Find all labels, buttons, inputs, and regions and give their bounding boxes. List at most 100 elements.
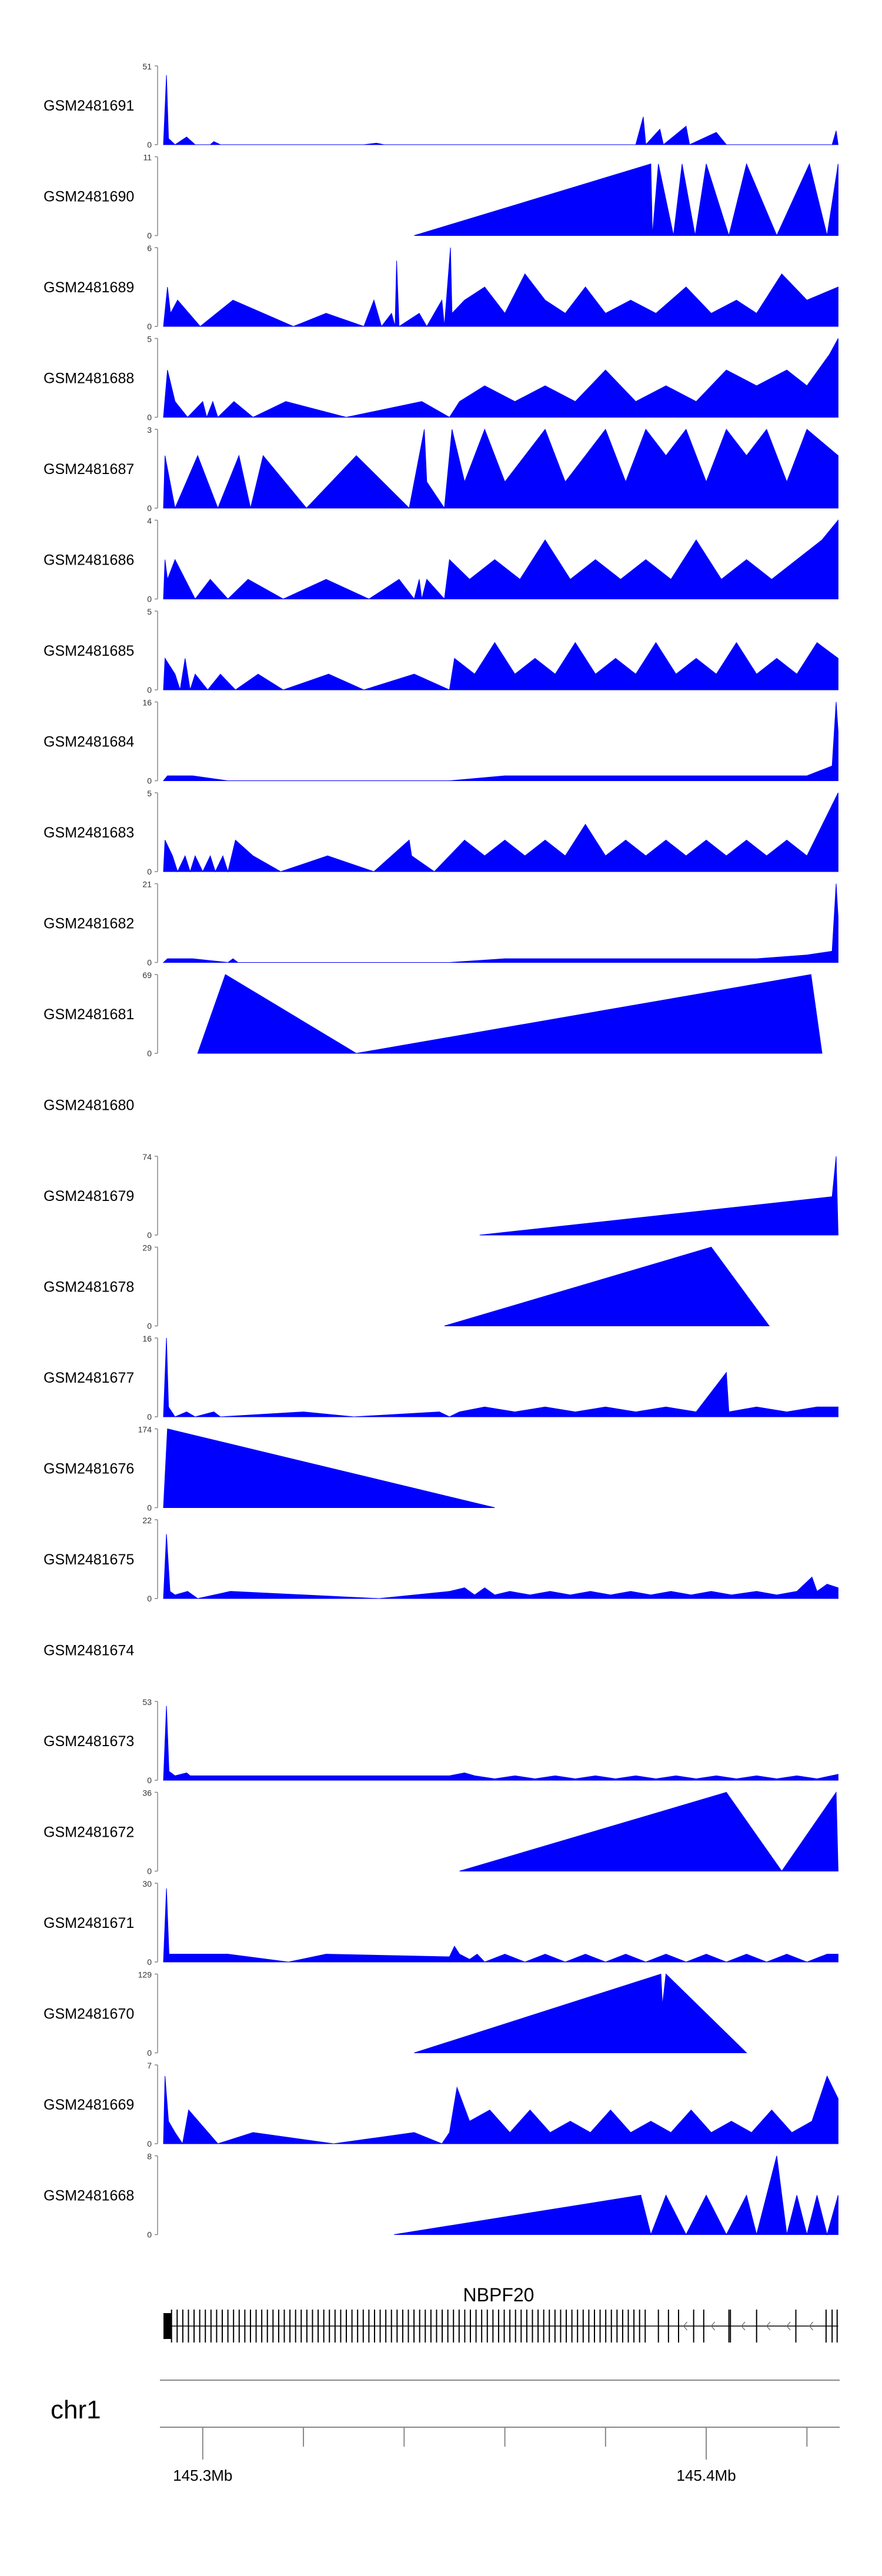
y-max-label: 36 — [142, 1788, 152, 1798]
strand-arrow — [710, 2321, 716, 2331]
track-label: GSM2481670 — [44, 2006, 134, 2023]
track: GSM2481687 3 0 — [44, 425, 838, 513]
coverage-area — [414, 163, 838, 237]
y-max-label: 53 — [142, 1697, 152, 1707]
track-label: GSM2481672 — [44, 1824, 134, 1841]
track: GSM2481690 11 0 — [44, 153, 838, 241]
coverage-area — [459, 1791, 838, 1872]
gene-utr — [163, 2313, 171, 2339]
coverage-area — [163, 2075, 838, 2145]
y-max-label: 5 — [147, 789, 152, 798]
track-label: GSM2481675 — [44, 1551, 134, 1568]
track: GSM2481671 30 0 — [44, 1879, 838, 1967]
coverage-area — [394, 2155, 838, 2236]
track-label: GSM2481671 — [44, 1915, 134, 1931]
y-min-label: 0 — [147, 322, 152, 331]
track: GSM2481670 129 0 — [44, 1970, 747, 2058]
tick-label: 145.3Mb — [173, 2467, 232, 2484]
coverage-area — [163, 642, 838, 690]
coverage-area — [163, 1706, 838, 1781]
gene-model — [163, 2310, 838, 2343]
y-min-label: 0 — [147, 1957, 152, 1967]
y-min-label: 0 — [147, 1049, 152, 1058]
y-max-label: 5 — [147, 335, 152, 344]
y-max-label: 3 — [147, 425, 152, 435]
y-max-label: 16 — [142, 1334, 152, 1343]
track-label: GSM2481679 — [44, 1188, 134, 1204]
track: GSM2481686 4 0 — [44, 516, 838, 604]
track-label: GSM2481687 — [44, 461, 134, 478]
coverage-area — [163, 428, 838, 509]
coverage-area — [163, 519, 838, 600]
y-max-label: 6 — [147, 243, 152, 253]
track-label: GSM2481669 — [44, 2097, 134, 2113]
track: GSM2481681 69 0 — [44, 970, 823, 1058]
y-max-label: 174 — [138, 1425, 152, 1434]
y-min-label: 0 — [147, 958, 152, 967]
y-min-label: 0 — [147, 867, 152, 876]
chromosome-label: chr1 — [51, 2395, 101, 2424]
y-min-label: 0 — [147, 595, 152, 604]
track: GSM2481673 53 0 — [44, 1697, 838, 1785]
coverage-area — [163, 247, 838, 328]
track: GSM2481679 74 0 — [44, 1152, 838, 1240]
y-max-label: 11 — [143, 153, 152, 162]
tick-label: 145.4Mb — [676, 2467, 736, 2484]
y-max-label: 51 — [142, 62, 152, 71]
coverage-area — [163, 1534, 838, 1599]
track: GSM2481680 — [44, 1097, 134, 1114]
track: GSM2481688 5 0 — [44, 335, 838, 422]
coverage-area — [163, 1428, 495, 1508]
y-min-label: 0 — [147, 1412, 152, 1422]
y-min-label: 0 — [147, 140, 152, 149]
track-label: GSM2481681 — [44, 1006, 134, 1023]
coverage-area — [414, 1973, 747, 2053]
y-min-label: 0 — [147, 776, 152, 786]
track-label: GSM2481691 — [44, 98, 134, 114]
track: GSM2481689 6 0 — [44, 243, 838, 331]
coverage-area — [163, 75, 838, 146]
strand-arrow — [766, 2321, 771, 2331]
track: GSM2481691 51 0 — [44, 62, 838, 149]
y-min-label: 0 — [147, 413, 152, 422]
y-max-label: 22 — [142, 1516, 152, 1525]
track: GSM2481683 5 0 — [44, 789, 838, 876]
y-max-label: 30 — [142, 1879, 152, 1888]
coverage-area — [163, 1888, 838, 1963]
track-label: GSM2481683 — [44, 825, 134, 841]
y-min-label: 0 — [147, 1503, 152, 1513]
track: GSM2481682 21 0 — [44, 880, 838, 967]
coverage-area — [197, 974, 823, 1054]
track-label: GSM2481690 — [44, 189, 134, 205]
track: GSM2481676 174 0 — [44, 1425, 495, 1513]
strand-arrow — [741, 2321, 746, 2331]
y-min-label: 0 — [147, 685, 152, 695]
track: GSM2481677 16 0 — [44, 1334, 838, 1422]
y-max-label: 21 — [142, 880, 152, 889]
y-min-label: 0 — [147, 2139, 152, 2148]
strand-arrow — [786, 2321, 791, 2331]
coverage-area — [163, 338, 838, 419]
gene-track: NBPF20 — [163, 2284, 838, 2343]
y-max-label: 4 — [147, 516, 152, 526]
y-max-label: 29 — [142, 1243, 152, 1253]
track-label: GSM2481686 — [44, 552, 134, 569]
gene-label: NBPF20 — [463, 2284, 534, 2305]
track: GSM2481668 8 0 — [44, 2152, 838, 2240]
strand-arrow — [808, 2321, 814, 2331]
track-label: GSM2481685 — [44, 643, 134, 659]
track-label: GSM2481668 — [44, 2188, 134, 2204]
y-max-label: 69 — [142, 970, 152, 980]
track: GSM2481669 7 0 — [44, 2061, 838, 2148]
coverage-area — [162, 883, 838, 963]
track-label: GSM2481673 — [44, 1733, 134, 1750]
y-max-label: 74 — [142, 1152, 152, 1162]
track: GSM2481684 16 0 — [44, 698, 838, 786]
coverage-area — [444, 1246, 770, 1326]
track-label: GSM2481684 — [44, 734, 134, 750]
track-label: GSM2481689 — [44, 279, 134, 296]
track: GSM2481685 5 0 — [44, 607, 838, 695]
axis-ticks — [202, 2427, 808, 2460]
strand-arrow — [683, 2321, 688, 2331]
coverage-area — [479, 1156, 838, 1236]
